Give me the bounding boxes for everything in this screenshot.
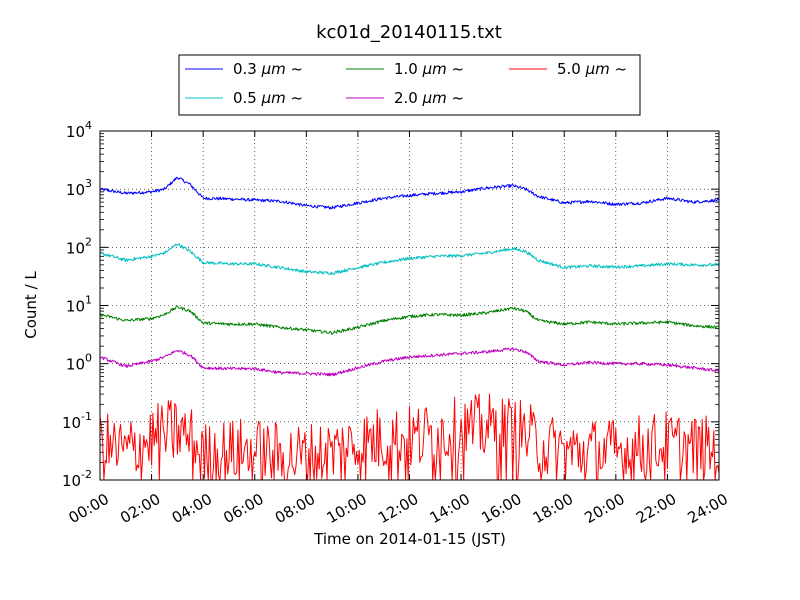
y-tick-label: 10-2 bbox=[62, 468, 92, 490]
x-tick-label: 22:00 bbox=[633, 490, 679, 527]
series-line-2 bbox=[99, 305, 720, 335]
legend-label-1: 0.5 μm ~ bbox=[233, 89, 303, 107]
y-tick-label: 103 bbox=[66, 177, 92, 199]
y-tick-label: 10-1 bbox=[62, 410, 92, 432]
x-tick-label: 06:00 bbox=[220, 490, 266, 527]
legend-box bbox=[178, 54, 641, 116]
x-tick-label: 10:00 bbox=[323, 490, 369, 527]
legend: 0.3 μm ~ 0.5 μm ~ 1.0 μm ~ 2.0 μm ~ 5.0 μm ~ bbox=[178, 54, 641, 116]
series-line-3 bbox=[99, 347, 720, 377]
series-group bbox=[99, 176, 720, 481]
plot-area: 00:00 02:00 04:00 06:00 08:00 10:00 12:00 14:00… bbox=[62, 119, 731, 527]
plot-frame bbox=[99, 130, 720, 481]
series-line-0 bbox=[99, 176, 720, 210]
series-line-4 bbox=[99, 393, 720, 481]
x-tick-label: 24:00 bbox=[685, 490, 731, 527]
series-line-1 bbox=[99, 243, 720, 275]
chart-title: kc01d_20140115.txt bbox=[316, 22, 502, 43]
x-tick-label: 16:00 bbox=[478, 490, 524, 527]
x-tick-label: 02:00 bbox=[117, 490, 163, 527]
x-tick-label: 20:00 bbox=[581, 490, 627, 527]
y-tick-label: 100 bbox=[66, 352, 92, 374]
y-tick-label: 101 bbox=[66, 294, 92, 316]
legend-label-4: 5.0 μm ~ bbox=[557, 60, 627, 78]
y-axis-title: Count / L bbox=[22, 271, 40, 339]
legend-label-3: 2.0 μm ~ bbox=[394, 89, 464, 107]
legend-label-2: 1.0 μm ~ bbox=[394, 60, 464, 78]
legend-label-0: 0.3 μm ~ bbox=[233, 60, 303, 78]
x-tick-label: 08:00 bbox=[272, 490, 318, 527]
x-tick-label: 18:00 bbox=[530, 490, 576, 527]
y-tick-label: 104 bbox=[66, 119, 92, 141]
x-tick-label: 12:00 bbox=[375, 490, 421, 527]
x-tick-label: 00:00 bbox=[66, 490, 112, 527]
x-tick-label: 04:00 bbox=[169, 490, 215, 527]
y-tick-label: 102 bbox=[66, 235, 92, 257]
x-axis-title: Time on 2014-01-15 (JST) bbox=[313, 530, 506, 548]
x-tick-label: 14:00 bbox=[427, 490, 473, 527]
